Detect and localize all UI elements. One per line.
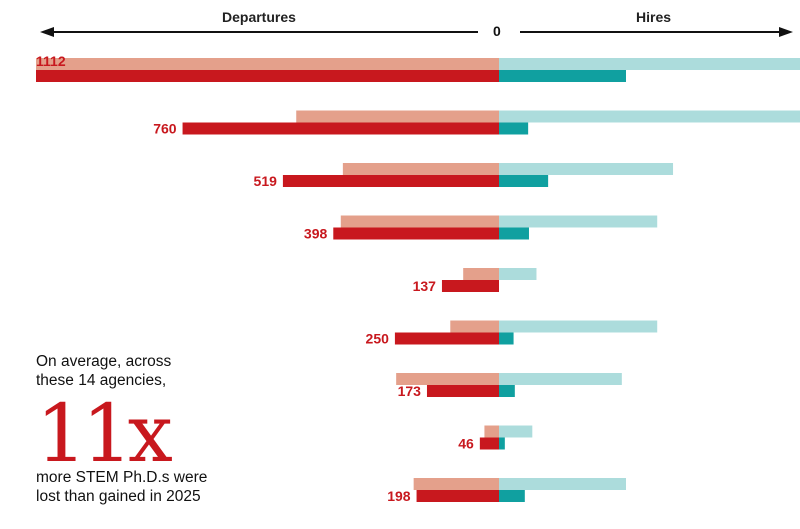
departures-all-bar-0 [36,58,499,70]
data-label-6: 173 [398,383,422,399]
annotation-line-3: more STEM Ph.D.s were [36,469,208,486]
hires-stem-bar-3 [499,227,529,240]
hires-stem-bar-2 [499,175,549,187]
hires-stem-bar-6 [499,385,515,397]
data-label-2: 519 [254,173,278,189]
departures-stem-bar-4 [441,280,499,292]
hires-all-bar-4 [499,268,537,280]
departures-all-bar-6 [396,373,499,385]
hires-all-bar-2 [499,163,674,175]
annotation-line-2: these 14 agencies, [36,372,167,389]
departures-all-bar-3 [340,215,499,228]
hires-all-bar-1 [499,110,800,123]
hires-all-bar-3 [499,215,658,228]
data-label-8: 198 [387,488,411,504]
hires-stem-bar-1 [499,122,529,135]
departures-all-bar-2 [342,163,499,175]
departures-stem-bar-5 [394,332,499,345]
hires-all-bar-7 [499,425,533,438]
data-label-4: 137 [413,278,437,294]
departures-header: Departures [222,9,296,25]
zero-label: 0 [493,23,501,39]
hires-stem-bar-8 [499,490,525,502]
data-label-7: 46 [458,436,474,452]
departures-all-bar-1 [296,110,499,123]
hires-stem-bar-0 [499,70,626,82]
data-label-0: 1112 [36,53,66,69]
right-arrowhead [779,27,793,37]
departures-stem-bar-1 [182,122,499,135]
left-arrowhead [40,27,54,37]
hires-stem-bar-5 [499,332,514,345]
departures-stem-bar-8 [416,490,499,502]
hires-header: Hires [636,9,672,25]
hires-all-bar-8 [499,478,626,490]
annotation-line-1: On average, across [36,353,172,370]
hires-stem-bar-7 [499,437,505,450]
departures-all-bar-5 [450,320,499,333]
hires-all-bar-5 [499,320,658,333]
departures-stem-bar-0 [36,70,499,82]
departures-stem-bar-2 [282,175,499,187]
departures-stem-bar-7 [479,437,499,450]
hires-all-bar-0 [499,58,800,70]
departures-all-bar-8 [413,478,499,490]
departures-stem-bar-3 [333,227,499,240]
departures-stem-bar-6 [426,385,499,397]
annotation-big-ratio: 11x [36,387,173,480]
data-label-1: 760 [153,121,177,137]
hires-all-bar-6 [499,373,622,385]
departures-all-bar-7 [484,425,499,438]
data-label-5: 250 [366,331,390,347]
data-label-3: 398 [304,226,328,242]
departures-all-bar-4 [463,268,499,280]
annotation-line-4: lost than gained in 2025 [36,488,201,505]
